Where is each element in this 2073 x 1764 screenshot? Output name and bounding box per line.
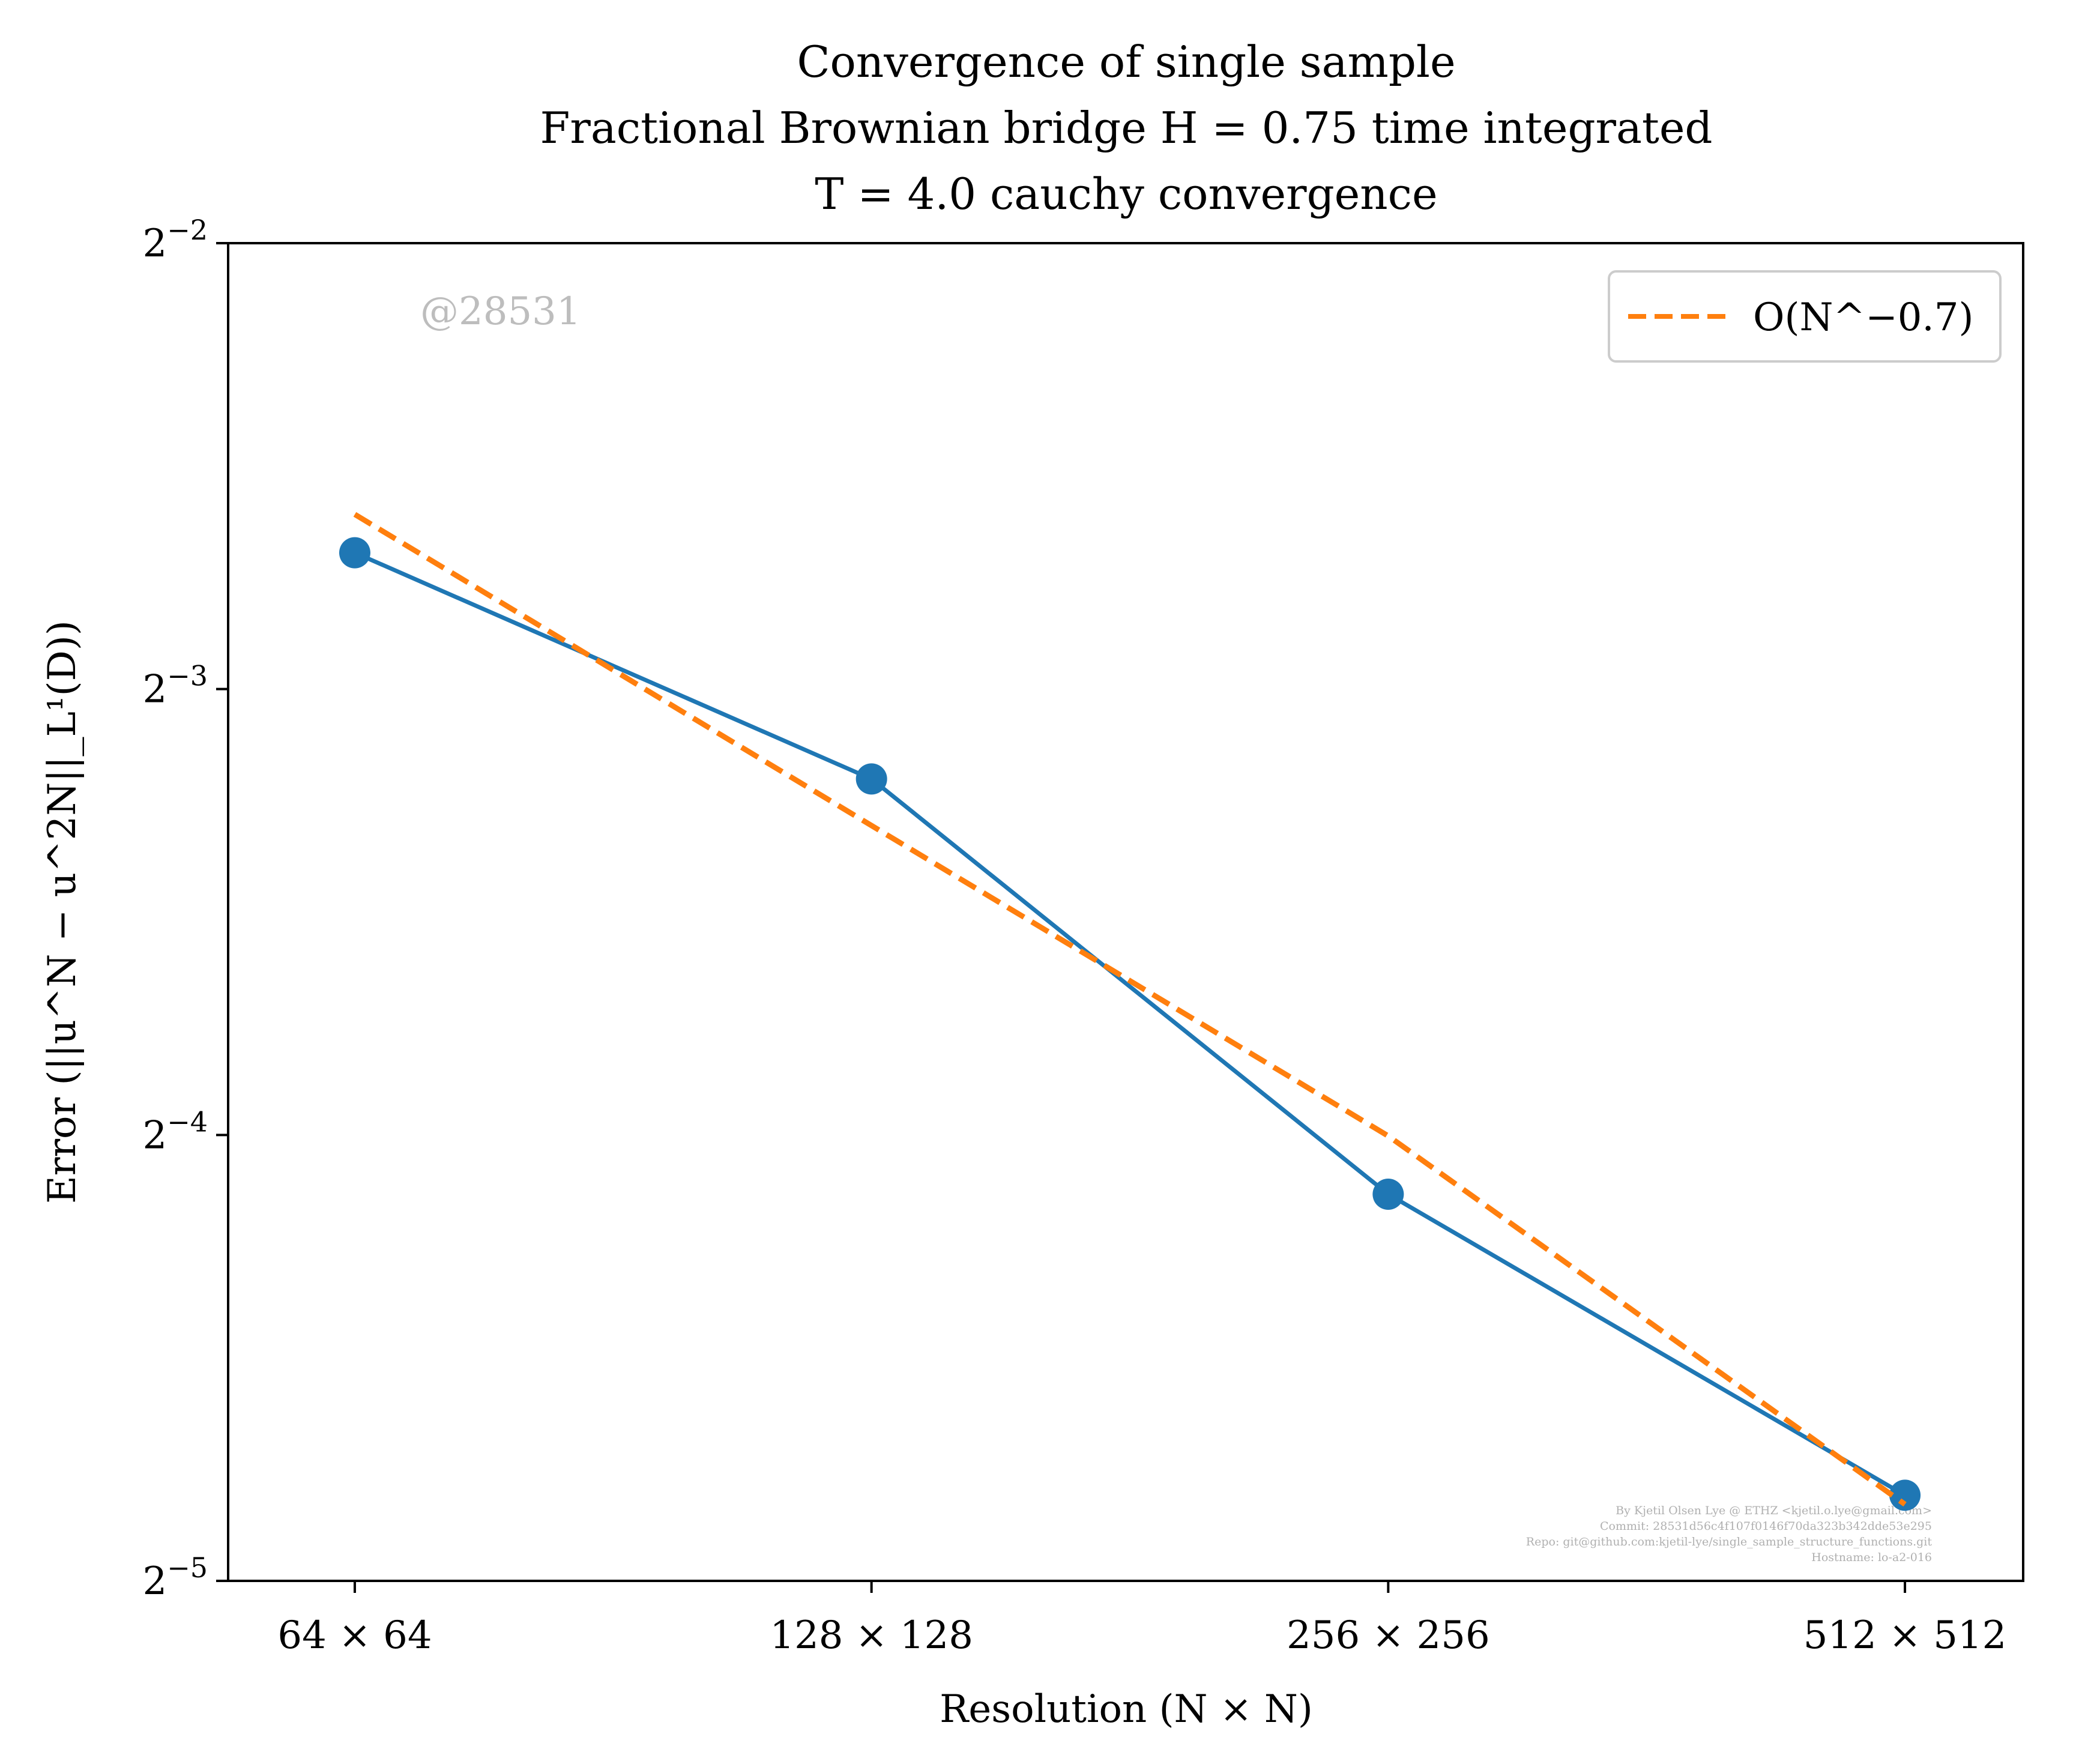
credit-line-4: Hostname: lo-a2-016 xyxy=(1811,1551,1932,1564)
title-line-1: Convergence of single sample xyxy=(797,37,1455,87)
legend: O(N^−0.7) xyxy=(1608,270,2002,363)
x-tick-label: 256 × 256 xyxy=(1287,1613,1490,1658)
reference-line-dashed xyxy=(353,512,1907,1507)
y-tick-label: 2−5 xyxy=(142,1551,208,1604)
error-series-line xyxy=(354,551,1906,1497)
y-axis: 2−2 2−3 2−4 2−5 xyxy=(142,214,228,1604)
data-point-marker xyxy=(1372,1179,1404,1210)
title-line-3: T = 4.0 cauchy convergence xyxy=(815,169,1437,219)
x-axis-label: Resolution (N × N) xyxy=(940,1687,1313,1732)
data-point-marker xyxy=(1889,1479,1921,1511)
y-tick-label: 2−4 xyxy=(142,1105,208,1158)
series-layer xyxy=(339,512,1921,1511)
data-point-marker xyxy=(855,763,887,795)
y-tick-label: 2−3 xyxy=(142,660,208,712)
credits: By Kjetil Olsen Lye @ ETHZ <kjetil.o.lye… xyxy=(1526,1504,1933,1564)
x-tick-label: 128 × 128 xyxy=(770,1613,973,1658)
watermark-tag: @28531 xyxy=(420,289,581,334)
y-axis-label: Error (||u^N − u^2N||_L¹(D)) xyxy=(40,620,85,1204)
plot-area xyxy=(227,242,2024,1582)
credit-line-1: By Kjetil Olsen Lye @ ETHZ <kjetil.o.lye… xyxy=(1616,1504,1932,1517)
x-axis: 64 × 64 128 × 128 256 × 256 512 × 512 xyxy=(277,1581,2006,1658)
credit-line-2: Commit: 28531d56c4f107f0146f70da323b342d… xyxy=(1600,1520,1932,1533)
chart-title: Convergence of single sample Fractional … xyxy=(540,37,1712,219)
title-line-2: Fractional Brownian bridge H = 0.75 time… xyxy=(540,103,1712,153)
x-tick-label: 512 × 512 xyxy=(1803,1613,2007,1658)
legend-label: O(N^−0.7) xyxy=(1753,295,1973,340)
credit-line-3: Repo: git@github.com:kjetil-lye/single_s… xyxy=(1526,1535,1933,1548)
y-tick-label: 2−2 xyxy=(142,214,208,266)
x-tick-label: 64 × 64 xyxy=(277,1613,432,1658)
data-point-marker xyxy=(339,537,370,569)
legend-box xyxy=(1608,270,2002,363)
